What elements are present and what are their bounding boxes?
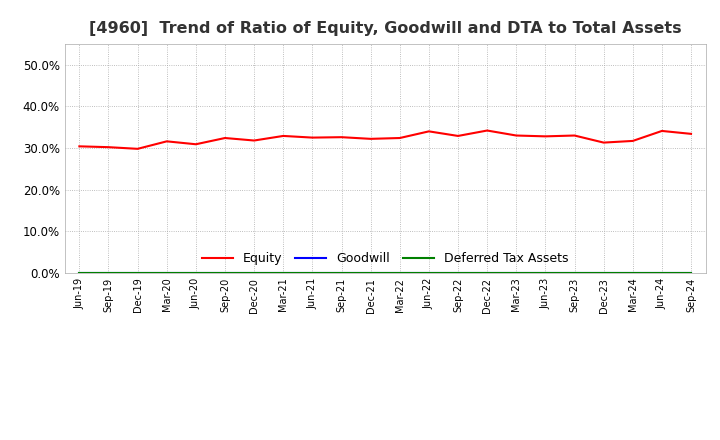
Equity: [512, 133, 521, 138]
Equity: [308, 135, 317, 140]
Equity: [454, 133, 462, 139]
Goodwill: [425, 270, 433, 275]
Goodwill: [250, 270, 258, 275]
Equity: [279, 133, 287, 139]
Deferred Tax Assets: [250, 270, 258, 275]
Equity: [541, 134, 550, 139]
Equity: [395, 136, 404, 141]
Goodwill: [366, 270, 375, 275]
Equity: [163, 139, 171, 144]
Goodwill: [454, 270, 462, 275]
Equity: [629, 138, 637, 143]
Deferred Tax Assets: [483, 270, 492, 275]
Equity: [599, 140, 608, 145]
Equity: [657, 128, 666, 134]
Deferred Tax Assets: [657, 270, 666, 275]
Deferred Tax Assets: [687, 270, 696, 275]
Goodwill: [629, 270, 637, 275]
Equity: [104, 144, 113, 150]
Deferred Tax Assets: [75, 270, 84, 275]
Goodwill: [512, 270, 521, 275]
Equity: [220, 136, 229, 141]
Goodwill: [279, 270, 287, 275]
Deferred Tax Assets: [220, 270, 229, 275]
Equity: [570, 133, 579, 138]
Goodwill: [483, 270, 492, 275]
Goodwill: [220, 270, 229, 275]
Legend: Equity, Goodwill, Deferred Tax Assets: Equity, Goodwill, Deferred Tax Assets: [196, 246, 575, 271]
Equity: [425, 129, 433, 134]
Deferred Tax Assets: [279, 270, 287, 275]
Goodwill: [192, 270, 200, 275]
Goodwill: [133, 270, 142, 275]
Equity: [192, 142, 200, 147]
Goodwill: [541, 270, 550, 275]
Deferred Tax Assets: [133, 270, 142, 275]
Goodwill: [337, 270, 346, 275]
Equity: [133, 146, 142, 151]
Deferred Tax Assets: [104, 270, 113, 275]
Goodwill: [308, 270, 317, 275]
Title: [4960]  Trend of Ratio of Equity, Goodwill and DTA to Total Assets: [4960] Trend of Ratio of Equity, Goodwil…: [89, 21, 682, 36]
Deferred Tax Assets: [163, 270, 171, 275]
Deferred Tax Assets: [308, 270, 317, 275]
Deferred Tax Assets: [541, 270, 550, 275]
Goodwill: [104, 270, 113, 275]
Equity: [75, 144, 84, 149]
Goodwill: [75, 270, 84, 275]
Equity: [366, 136, 375, 142]
Equity: [250, 138, 258, 143]
Deferred Tax Assets: [570, 270, 579, 275]
Equity: [687, 131, 696, 136]
Deferred Tax Assets: [599, 270, 608, 275]
Goodwill: [395, 270, 404, 275]
Deferred Tax Assets: [629, 270, 637, 275]
Equity: [337, 135, 346, 140]
Goodwill: [657, 270, 666, 275]
Deferred Tax Assets: [512, 270, 521, 275]
Deferred Tax Assets: [337, 270, 346, 275]
Goodwill: [687, 270, 696, 275]
Goodwill: [599, 270, 608, 275]
Deferred Tax Assets: [192, 270, 200, 275]
Deferred Tax Assets: [425, 270, 433, 275]
Equity: [483, 128, 492, 133]
Deferred Tax Assets: [395, 270, 404, 275]
Line: Equity: Equity: [79, 131, 691, 149]
Deferred Tax Assets: [454, 270, 462, 275]
Goodwill: [570, 270, 579, 275]
Deferred Tax Assets: [366, 270, 375, 275]
Goodwill: [163, 270, 171, 275]
